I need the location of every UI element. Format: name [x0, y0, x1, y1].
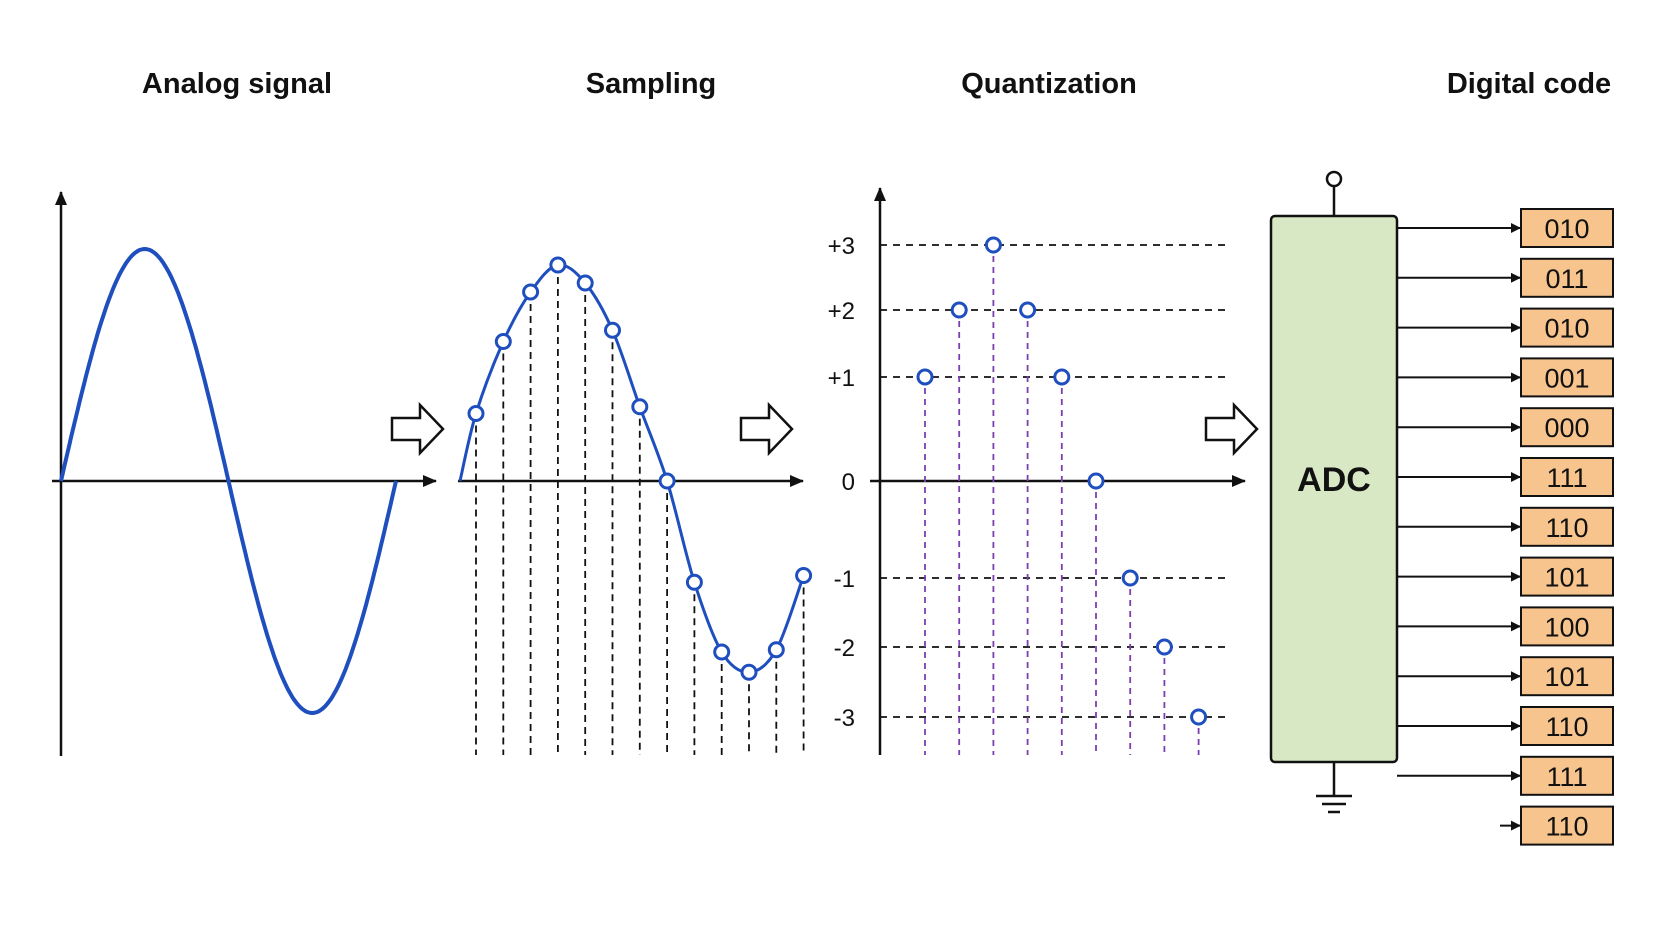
code-label: 000 [1544, 413, 1589, 443]
code-label: 101 [1544, 662, 1589, 692]
code-label: 111 [1546, 463, 1587, 493]
quantized-point [1121, 569, 1139, 587]
quant-level-label: -3 [834, 705, 855, 732]
code-box [1520, 656, 1614, 697]
title-quantization: Quantization [961, 68, 1137, 100]
title-sampling: Sampling [586, 68, 717, 100]
quant-level-label: +2 [828, 298, 855, 325]
digital-code-list: 010 011 010 001 000 111 110 101 100 101 110 111 110 [1397, 208, 1614, 846]
sample-point [767, 641, 785, 659]
sample-point [631, 398, 649, 416]
sample-point [795, 567, 813, 584]
quantized-point [1155, 638, 1173, 656]
process-arrow-3 [1204, 401, 1259, 457]
sampling-waveform [458, 263, 806, 674]
code-label: 101 [1544, 563, 1589, 593]
analog-waveform [59, 246, 398, 716]
title-digital-code: Digital code [1447, 68, 1611, 100]
code-label: 110 [1545, 712, 1588, 742]
code-box [1520, 208, 1614, 248]
quant-level-label: +3 [828, 233, 855, 260]
code-box [1520, 457, 1614, 497]
quant-level-label: -2 [834, 635, 855, 662]
quantized-point [1087, 472, 1105, 490]
process-arrow-1 [390, 401, 445, 457]
code-label: 010 [1544, 314, 1589, 344]
adc-block: ADC [1269, 170, 1399, 814]
code-label: 110 [1545, 513, 1588, 543]
code-box [1520, 606, 1614, 647]
code-label: 001 [1544, 363, 1589, 393]
sample-point [576, 274, 594, 292]
sample-point [604, 321, 621, 339]
quantized-point [1190, 708, 1208, 726]
code-box [1520, 307, 1614, 348]
code-box [1520, 257, 1614, 298]
quantized-point [950, 301, 968, 319]
process-arrow-2 [739, 401, 794, 457]
adc-label: ADC [1297, 461, 1371, 499]
sample-point [522, 283, 540, 301]
code-label: 110 [1545, 812, 1588, 842]
quantized-point [1019, 301, 1037, 319]
quantized-point [1053, 368, 1071, 386]
code-label: 100 [1544, 612, 1589, 642]
quant-level-label: +1 [828, 365, 855, 392]
code-box [1520, 407, 1614, 448]
code-label: 010 [1544, 214, 1589, 244]
sample-point [494, 333, 512, 350]
adc-input-terminal [1325, 170, 1343, 188]
sample-point [467, 405, 485, 422]
code-label: 011 [1545, 264, 1588, 294]
quantized-point [984, 236, 1002, 254]
code-box [1520, 357, 1614, 398]
title-analog-signal: Analog signal [142, 68, 332, 100]
sampling-panel [458, 256, 813, 755]
quant-level-label: 0 [842, 469, 855, 496]
code-box [1520, 706, 1614, 746]
quantization-panel: +3 +2 +1 0 -1 -2 -3 [828, 187, 1246, 755]
quant-level-label: -1 [834, 566, 855, 593]
sample-point [685, 573, 703, 591]
code-box [1520, 556, 1614, 597]
code-label: 111 [1546, 762, 1587, 792]
analog-panel [52, 191, 437, 756]
code-box [1520, 506, 1614, 547]
code-box [1520, 805, 1614, 846]
quantized-point [916, 368, 934, 386]
code-box [1520, 755, 1614, 796]
sample-point [549, 256, 567, 274]
sample-point [740, 663, 758, 681]
sample-point [713, 643, 731, 661]
sample-point [658, 472, 676, 490]
